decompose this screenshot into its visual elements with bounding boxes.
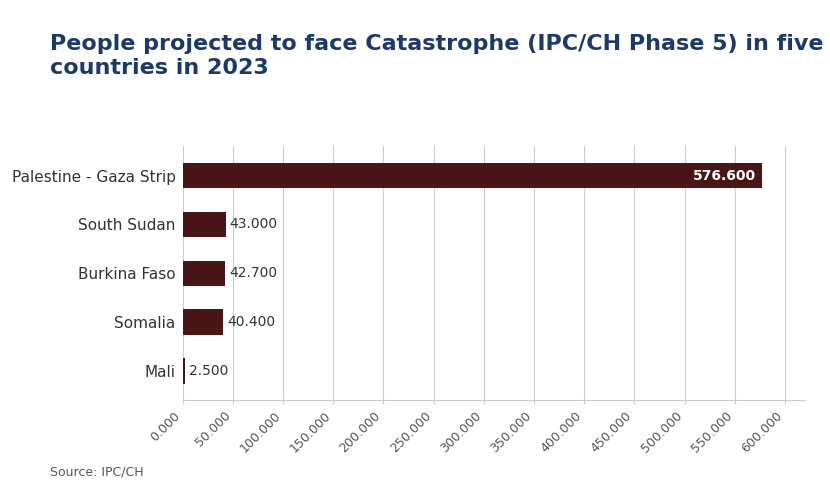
Text: 40.400: 40.400	[227, 315, 276, 329]
Text: 42.700: 42.700	[229, 266, 277, 280]
Text: 43.000: 43.000	[230, 218, 278, 231]
Text: 576.600: 576.600	[692, 169, 755, 183]
Bar	[183, 163, 762, 188]
Bar	[183, 261, 226, 286]
Bar	[183, 212, 226, 237]
Text: 2.500: 2.500	[189, 364, 228, 378]
Bar	[183, 309, 223, 335]
Text: People projected to face Catastrophe (IPC/CH Phase 5) in five
countries in 2023: People projected to face Catastrophe (IP…	[50, 34, 823, 78]
Text: Source: IPC/CH: Source: IPC/CH	[50, 465, 144, 478]
Bar	[183, 358, 185, 384]
